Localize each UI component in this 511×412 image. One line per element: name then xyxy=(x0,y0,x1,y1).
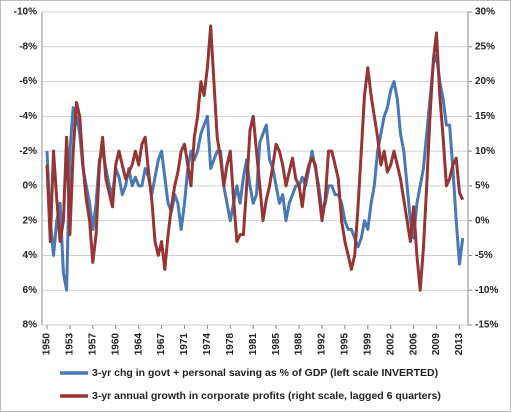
y-tick-label: 6% xyxy=(23,285,38,296)
y-tick-label: 2% xyxy=(23,215,38,226)
y2-tick-label: 20% xyxy=(475,76,495,87)
y-tick-label: -6% xyxy=(19,76,37,87)
y-tick-label: -2% xyxy=(19,146,37,157)
x-tick-label: 1978 xyxy=(225,333,236,356)
x-tick-label: 1957 xyxy=(87,333,98,356)
x-tick-label: 1964 xyxy=(133,333,144,356)
y-tick-label: 4% xyxy=(23,250,38,261)
x-tick-label: 1999 xyxy=(362,333,373,356)
x-tick-label: 1953 xyxy=(65,333,76,356)
y2-tick-label: 10% xyxy=(475,146,495,157)
x-tick-label: 1971 xyxy=(179,333,190,356)
y2-tick-label: -15% xyxy=(475,320,498,331)
y-tick-label: -10% xyxy=(14,7,37,18)
x-tick-label: 1995 xyxy=(340,333,351,356)
y-tick-label: -8% xyxy=(19,41,37,52)
x-tick-label: 1960 xyxy=(110,333,121,356)
y-tick-label: 8% xyxy=(23,320,38,331)
x-tick-label: 1950 xyxy=(42,333,53,356)
x-tick-label: 2006 xyxy=(408,333,419,356)
x-tick-label: 1988 xyxy=(294,333,305,356)
y2-tick-label: -5% xyxy=(475,250,493,261)
y2-tick-label: 5% xyxy=(475,181,490,192)
x-tick-label: 2002 xyxy=(385,333,396,356)
y2-tick-label: 25% xyxy=(475,41,495,52)
x-tick-label: 1985 xyxy=(271,333,282,356)
legend-label: 3-yr annual growth in corporate profits … xyxy=(92,390,441,402)
series-line xyxy=(45,24,465,292)
y2-tick-label: 15% xyxy=(475,111,495,122)
y2-tick-label: 30% xyxy=(475,7,495,18)
y-tick-label: 0% xyxy=(23,181,38,192)
x-tick-label: 1992 xyxy=(317,333,328,356)
x-tick-label: 1967 xyxy=(156,333,167,356)
y2-tick-label: -10% xyxy=(475,285,498,296)
x-tick-label: 1974 xyxy=(202,333,213,356)
x-tick-label: 2013 xyxy=(454,333,465,356)
y2-tick-label: 0% xyxy=(475,215,490,226)
x-tick-label: 1981 xyxy=(248,333,259,356)
y-tick-label: -4% xyxy=(19,111,37,122)
legend-label: 3-yr chg in govt + personal saving as % … xyxy=(92,367,438,379)
x-tick-label: 2009 xyxy=(431,333,442,356)
